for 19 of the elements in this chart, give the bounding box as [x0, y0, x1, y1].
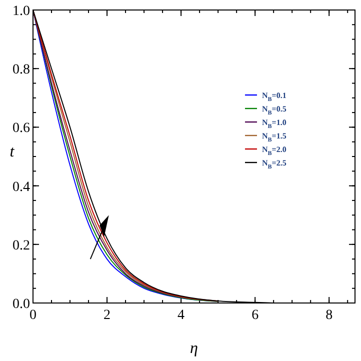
y-tick-label: 0.6	[12, 121, 30, 136]
y-tick-label: 0.4	[12, 180, 30, 195]
y-tick-label: 1.0	[12, 4, 30, 19]
y-tick-label: 0.0	[12, 297, 30, 312]
legend-label: N$_{B}$=2.5	[262, 158, 286, 170]
x-tick-label: 8	[326, 308, 333, 323]
y-tick-label: 0.2	[12, 238, 30, 254]
x-tick-label: 6	[252, 308, 259, 323]
legend-label: N$_{B}$=1.5	[262, 132, 286, 144]
y-tick-label: 0.8	[12, 62, 30, 78]
legend-label: N$_{B}$=0.1	[262, 91, 286, 103]
y-axis-title: t	[10, 144, 15, 160]
x-tick-label: 0	[30, 308, 36, 323]
legend-label: N$_{B}$=0.5	[262, 104, 286, 116]
x-axis-title: η	[190, 340, 198, 357]
legend-label: N$_{B}$=2.0	[262, 145, 286, 157]
x-tick-label: 4	[178, 308, 185, 323]
x-tick-label: 2	[104, 308, 111, 323]
legend-label: N$_{B}$=1.0	[262, 118, 286, 130]
